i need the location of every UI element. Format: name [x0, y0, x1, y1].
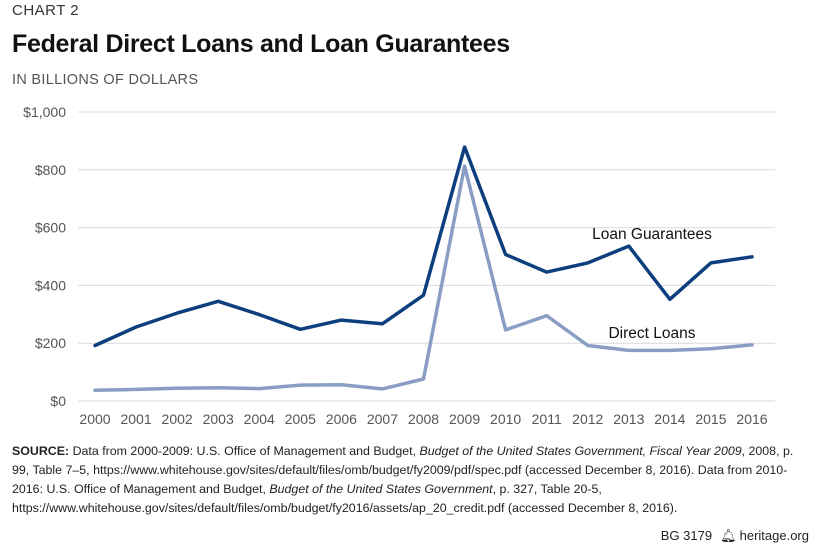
x-tick-label: 2009 [449, 411, 480, 427]
site-name: heritage.org [739, 528, 809, 543]
x-tick-label: 2000 [79, 411, 110, 427]
chart-title: Federal Direct Loans and Loan Guarantees [12, 30, 510, 58]
x-tick-label: 2014 [654, 411, 685, 427]
y-tick-label: $200 [35, 335, 66, 351]
source-text-1: Data from 2000-2009: U.S. Office of Mana… [69, 444, 420, 458]
x-tick-label: 2005 [285, 411, 316, 427]
x-tick-label: 2006 [326, 411, 357, 427]
source-note: SOURCE: Data from 2000-2009: U.S. Office… [12, 442, 812, 518]
source-text-3: , p. 327, Table 20-5, https://www.whiteh… [12, 482, 678, 515]
x-axis-ticks: 2000 2001 2002 2003 2004 2005 2006 2007 2008 2009… [79, 411, 767, 427]
x-tick-label: 2011 [532, 411, 562, 427]
y-tick-label: $0 [50, 393, 66, 409]
x-tick-label: 2015 [695, 411, 726, 427]
x-tick-label: 2004 [244, 411, 275, 427]
x-tick-label: 2013 [613, 411, 644, 427]
y-tick-label: $600 [35, 220, 66, 236]
x-tick-label: 2008 [408, 411, 439, 427]
y-tick-label: $1,000 [23, 104, 66, 120]
y-axis-ticks: $0 $200 $400 $600 $800 $1,000 [23, 104, 66, 409]
x-tick-label: 2010 [490, 411, 521, 427]
loan-guarantees-line [93, 145, 754, 348]
x-tick-label: 2003 [203, 411, 234, 427]
y-tick-label: $800 [35, 162, 66, 178]
x-tick-label: 2016 [736, 411, 767, 427]
direct-loans-label: Direct Loans [608, 325, 695, 342]
source-lead: SOURCE: [12, 444, 70, 458]
series-lines [93, 145, 754, 393]
source-title-2: Budget of the United States Government [269, 482, 493, 496]
line-chart: $0$200$400$600$800$1,000 2000 2001 2002 200… [23, 104, 775, 427]
chart-number-label: CHART 2 [12, 2, 80, 19]
footer-credit: BG 3179 🔔︎ heritage.org [661, 528, 809, 544]
series-labels: Loan Guarantees Direct Loans [592, 226, 712, 342]
x-tick-label: 2007 [367, 411, 398, 427]
chart-subtitle: IN BILLIONS OF DOLLARS [12, 72, 199, 88]
bell-icon: 🔔︎ [720, 528, 737, 543]
loan-guarantees-label: Loan Guarantees [592, 226, 712, 243]
source-text-2: , 2008, p. 99, Table 7–5, https://www.wh… [12, 444, 794, 496]
x-tick-label: 2002 [162, 411, 193, 427]
x-tick-label: 2001 [120, 411, 151, 427]
report-code: BG 3179 [660, 528, 713, 543]
y-tick-label: $400 [35, 277, 66, 293]
source-title-1: Budget of the United States Government, … [419, 444, 742, 458]
x-tick-label: 2012 [572, 411, 603, 427]
